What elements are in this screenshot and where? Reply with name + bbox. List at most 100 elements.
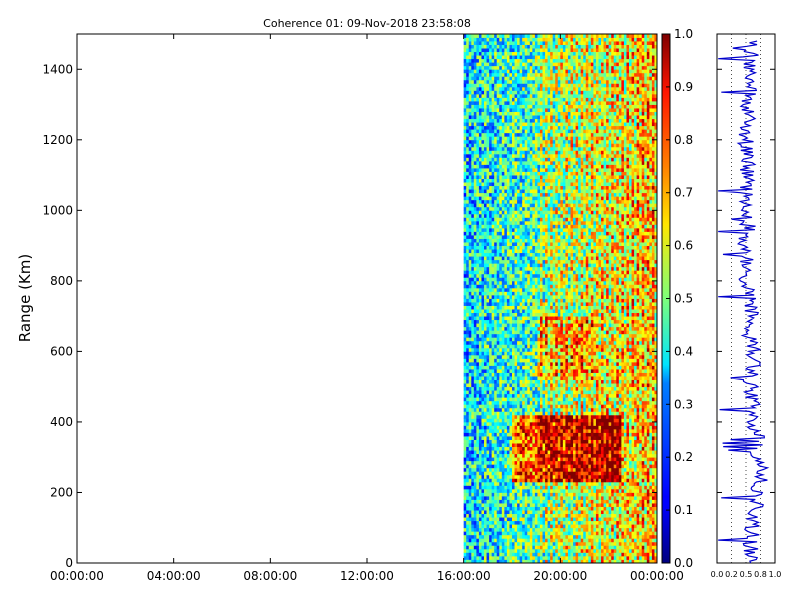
heatmap-cell <box>504 44 508 49</box>
heatmap-cell <box>545 386 549 391</box>
heatmap-cell <box>489 129 493 134</box>
heatmap-cell <box>476 513 480 518</box>
heatmap-cell <box>468 118 472 123</box>
heatmap-cell <box>478 256 482 261</box>
heatmap-cell <box>509 252 513 257</box>
heatmap-cell <box>466 185 470 190</box>
heatmap-cell <box>524 171 528 176</box>
heatmap-cell <box>504 309 508 314</box>
heatmap-cell <box>489 252 493 257</box>
heatmap-cell <box>468 76 472 81</box>
heatmap-cell <box>512 266 515 271</box>
heatmap-cell <box>499 400 503 405</box>
heatmap-cell <box>476 76 480 81</box>
heatmap-cell <box>506 443 510 448</box>
heatmap-cell <box>539 344 543 349</box>
heatmap-cell <box>504 284 508 289</box>
heatmap-cell <box>478 108 482 112</box>
heatmap-cell <box>463 376 467 381</box>
heatmap-cell <box>476 446 480 451</box>
heatmap-cell <box>468 485 472 490</box>
heatmap-cell <box>478 41 482 45</box>
heatmap-cell <box>529 58 533 63</box>
heatmap-cell <box>512 97 515 102</box>
heatmap-cell <box>519 86 523 91</box>
heatmap-cell <box>522 520 526 525</box>
heatmap-cell <box>509 513 513 518</box>
heatmap-cell <box>527 146 531 151</box>
heatmap-cell <box>509 72 513 77</box>
heatmap-cell <box>471 316 475 321</box>
heatmap-cell <box>534 62 538 67</box>
heatmap-cell <box>519 369 523 373</box>
heatmap-cell <box>547 555 551 560</box>
heatmap-cell <box>532 503 536 507</box>
heatmap-cell <box>484 520 487 525</box>
heatmap-cell <box>519 506 523 511</box>
heatmap-cell <box>501 474 505 479</box>
heatmap-cell <box>537 443 541 448</box>
heatmap-cell <box>466 386 470 391</box>
heatmap-cell <box>519 436 523 440</box>
heatmap-cell <box>532 428 536 433</box>
heatmap-cell <box>512 323 515 328</box>
heatmap-cell <box>524 182 528 187</box>
heatmap-cell <box>512 534 515 539</box>
heatmap-cell <box>476 238 480 243</box>
heatmap-cell <box>537 62 541 67</box>
heatmap-cell <box>532 245 536 250</box>
heatmap-cell <box>509 436 513 440</box>
heatmap-cell <box>506 259 510 264</box>
heatmap-cell <box>491 421 495 426</box>
heatmap-cell <box>468 44 472 49</box>
heatmap-cell <box>473 316 477 321</box>
heatmap-cell <box>522 446 526 451</box>
heatmap-cell <box>476 178 480 183</box>
heatmap-cell <box>491 358 495 363</box>
heatmap-cell <box>499 37 503 42</box>
heatmap-cell <box>494 309 498 314</box>
heatmap-cell <box>529 481 533 486</box>
heatmap-cell <box>494 471 498 476</box>
heatmap-cell <box>539 436 543 440</box>
heatmap-cell <box>468 189 472 194</box>
heatmap-cell <box>504 104 508 109</box>
heatmap-cell <box>534 196 538 201</box>
heatmap-cell <box>524 273 528 278</box>
heatmap-cell <box>501 446 505 451</box>
heatmap-cell <box>522 118 526 123</box>
heatmap-cell <box>463 436 467 440</box>
heatmap-cell <box>473 305 477 310</box>
heatmap-cell <box>481 506 485 511</box>
heatmap-cell <box>499 495 503 500</box>
heatmap-cell <box>496 55 500 60</box>
heatmap-cell <box>484 397 487 402</box>
heatmap-cell <box>514 527 518 532</box>
heatmap-cell <box>489 224 493 229</box>
heatmap-cell <box>519 270 523 275</box>
heatmap-cell <box>532 432 536 437</box>
heatmap-cell <box>486 474 490 479</box>
heatmap-cell <box>466 302 470 306</box>
heatmap-cell <box>537 531 541 536</box>
heatmap-cell <box>534 224 538 229</box>
heatmap-cell <box>524 164 528 169</box>
heatmap-cell <box>504 58 508 63</box>
heatmap-cell <box>532 259 536 264</box>
heatmap-cell <box>527 474 531 479</box>
heatmap-cell <box>509 104 513 109</box>
heatmap-cell <box>473 506 477 511</box>
heatmap-cell <box>481 139 485 144</box>
heatmap-cell <box>491 481 495 486</box>
heatmap-cell <box>471 323 475 328</box>
heatmap-cell <box>496 287 500 292</box>
heatmap-cell <box>539 499 543 504</box>
heatmap-cell <box>545 125 549 130</box>
heatmap-cell <box>509 48 513 53</box>
heatmap-cell <box>466 284 470 289</box>
heatmap-cell <box>486 443 490 448</box>
heatmap-cell <box>484 390 487 395</box>
heatmap-cell <box>506 48 510 53</box>
heatmap-cell <box>478 361 482 366</box>
heatmap-cell <box>512 41 515 45</box>
